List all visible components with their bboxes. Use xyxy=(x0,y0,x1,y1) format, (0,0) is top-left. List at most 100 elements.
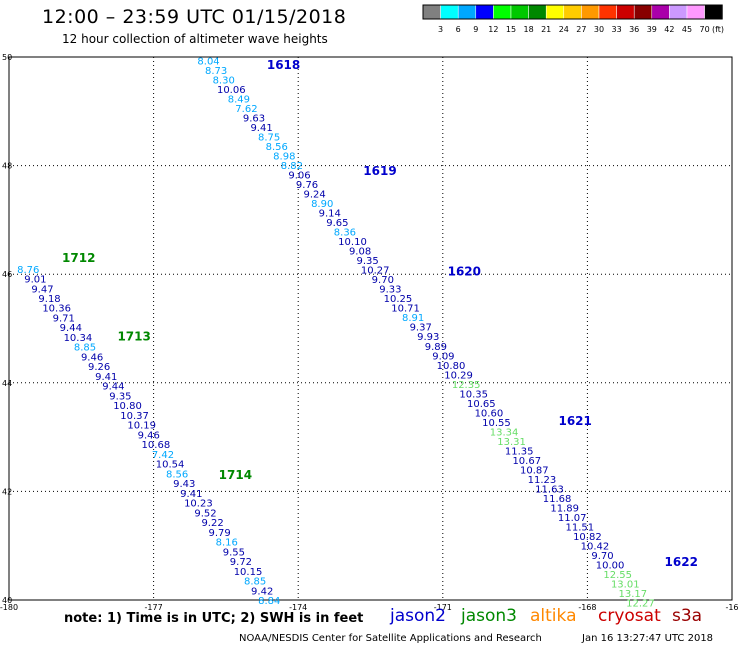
colorbar-label: 3 xyxy=(438,25,443,34)
swh-value-jason2: 10.00 xyxy=(596,561,625,572)
swh-value-jason3: 8.84 xyxy=(258,596,280,607)
swh-value-jason2: 10.65 xyxy=(467,399,496,410)
colorbar-label: 21 xyxy=(541,25,551,34)
swh-value-jason2: 8.98 xyxy=(273,151,295,162)
swh-value-jason2: 11.51 xyxy=(565,523,594,534)
swh-value-jason3: 8.85 xyxy=(244,577,266,588)
colorbar-swatch xyxy=(440,4,459,20)
x-tick-label: -16 xyxy=(725,603,738,612)
swh-value-jason2: 11.63 xyxy=(535,485,564,496)
colorbar-swatch xyxy=(510,4,529,20)
swh-value-jason2: 10.67 xyxy=(512,456,541,467)
swh-value-jason3: 9.18 xyxy=(38,294,60,305)
colorbar-label: 42 xyxy=(664,25,674,34)
x-tick-label: -168 xyxy=(578,603,596,612)
swh-value-jason2: 9.63 xyxy=(243,113,265,124)
satellite-label-jason2: jason2 xyxy=(390,606,446,626)
colorbar-label: 24 xyxy=(559,25,569,34)
x-tick-label: -180 xyxy=(0,603,18,612)
time-label: 1621 xyxy=(558,414,591,428)
colorbar-label: 33 xyxy=(612,25,622,34)
y-tick-label: 46 xyxy=(2,270,12,279)
swh-value-jason3: 9.46 xyxy=(138,430,160,441)
x-tick-label: -174 xyxy=(289,603,307,612)
y-tick-label: 44 xyxy=(2,379,12,388)
colorbar-swatch xyxy=(651,4,670,20)
time-label: 1619 xyxy=(363,164,396,178)
colorbar-label: 12 xyxy=(488,25,498,34)
plot-frame xyxy=(8,56,733,601)
time-label: 1714 xyxy=(219,468,252,482)
swh-value-jason3: 9.71 xyxy=(53,313,75,324)
swh-value-jason2: 10.25 xyxy=(384,294,413,305)
swh-value-jason2: 8.36 xyxy=(334,228,356,239)
swh-value-jason2: 10.06 xyxy=(217,85,246,96)
credit-text: NOAA/NESDIS Center for Satellite Applica… xyxy=(239,633,542,644)
swh-value-jason2: 9.35 xyxy=(357,256,379,267)
swh-value-jason3: 8.76 xyxy=(17,265,39,276)
page-subtitle: 12 hour collection of altimeter wave hei… xyxy=(62,32,328,46)
swh-value-jason3: 9.41 xyxy=(95,372,117,383)
x-tick-label: -177 xyxy=(145,603,163,612)
satellite-label-jason3: jason3 xyxy=(461,606,517,626)
colorbar-frame xyxy=(422,4,723,20)
colorbar-swatch xyxy=(545,4,565,20)
swh-value-jason3: 9.47 xyxy=(31,284,53,295)
time-label: 1713 xyxy=(117,330,150,344)
swh-value-jason3: 10.68 xyxy=(142,440,171,451)
swh-value-jason2: 8.49 xyxy=(228,94,250,105)
swh-value-jason2: 10.60 xyxy=(475,408,504,419)
swh-value-jason2: 13.17 xyxy=(619,589,648,600)
swh-value-jason2: 8.90 xyxy=(311,199,333,210)
swh-value-jason2: 9.24 xyxy=(303,189,325,200)
swh-value-jason3: 10.34 xyxy=(64,333,93,344)
swh-value-jason2: 13.01 xyxy=(611,580,640,591)
swh-value-jason3: 10.36 xyxy=(42,304,71,315)
swh-value-jason2: 11.89 xyxy=(550,504,579,515)
colorbar-swatch xyxy=(633,4,653,20)
colorbar-swatch xyxy=(598,4,617,20)
swh-value-jason3: 9.35 xyxy=(109,391,131,402)
colorbar-label: 9 xyxy=(473,25,478,34)
swh-value-jason2: 10.55 xyxy=(482,418,511,429)
swh-value-jason3: 9.79 xyxy=(209,528,231,539)
swh-value-jason2: 10.71 xyxy=(391,304,420,315)
colorbar-label: 36 xyxy=(629,25,639,34)
swh-value-jason2: 9.08 xyxy=(349,247,371,258)
swh-value-jason2: 8.30 xyxy=(213,75,235,86)
colorbar-label: 15 xyxy=(506,25,516,34)
swh-value-jason3: 7.42 xyxy=(152,450,174,461)
swh-value-jason2: 9.70 xyxy=(372,275,394,286)
swh-value-jason2: 9.37 xyxy=(410,323,432,334)
footer-note: note: 1) Time is in UTC; 2) SWH is in fe… xyxy=(64,611,364,626)
colorbar-swatch xyxy=(581,4,600,20)
generated-timestamp: Jan 16 13:27:47 UTC 2018 xyxy=(582,633,714,644)
colorbar-label: 45 xyxy=(682,25,692,34)
y-tick-label: 48 xyxy=(2,162,12,171)
swh-value-jason2: 10.35 xyxy=(459,389,488,400)
satellite-label-altika: altika xyxy=(530,606,577,626)
swh-value-jason2: 8.56 xyxy=(266,142,288,153)
colorbar-swatch xyxy=(686,4,705,20)
swh-value-jason2: 11.35 xyxy=(505,446,534,457)
colorbar-swatch xyxy=(669,4,688,20)
colorbar-label: 6 xyxy=(456,25,461,34)
x-tick-label: -171 xyxy=(434,603,452,612)
time-label: 1712 xyxy=(62,251,95,265)
colorbar-swatch xyxy=(528,4,547,20)
swh-value-jason2: 8.04 xyxy=(197,56,219,67)
swh-value-jason2: 10.87 xyxy=(520,465,549,476)
swh-value-jason3: 9.43 xyxy=(173,479,195,490)
colorbar-label: 39 xyxy=(647,25,657,34)
swh-value-jason3: 10.80 xyxy=(113,401,142,412)
swh-value-jason2: 12.27 xyxy=(626,599,655,610)
swh-value-jason3: 9.44 xyxy=(102,382,124,393)
swh-value-jason2: 11.23 xyxy=(528,475,557,486)
swh-value-jason2: 8.73 xyxy=(205,66,227,77)
swh-value-jason3: 9.01 xyxy=(24,275,46,286)
swh-value-jason2: 9.65 xyxy=(326,218,348,229)
colorbar-label: 30 xyxy=(594,25,604,34)
swh-value-jason3: 9.22 xyxy=(201,518,223,529)
swh-value-jason3: 10.54 xyxy=(156,460,185,471)
